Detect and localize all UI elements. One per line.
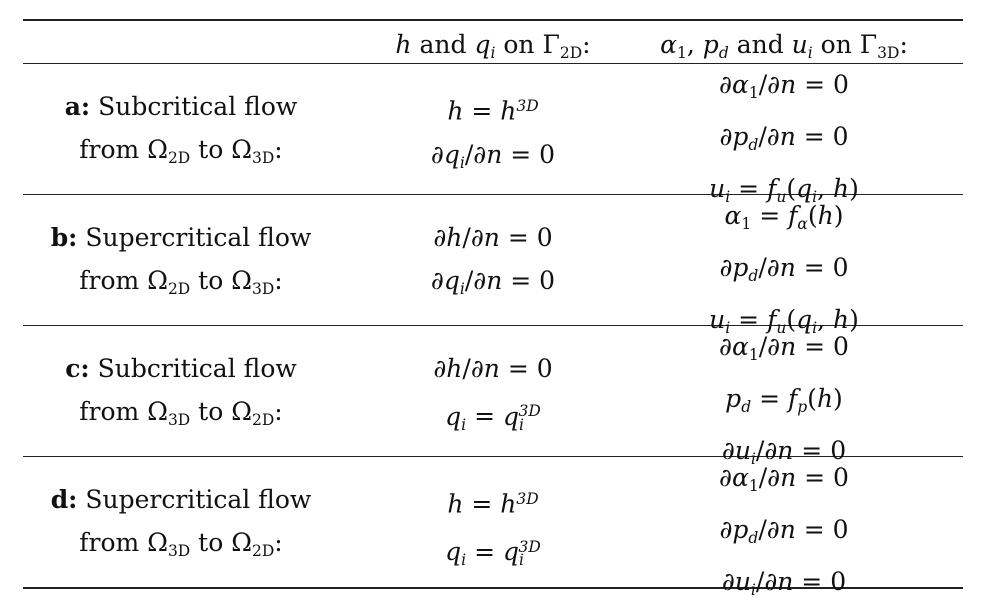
row-b-col3: α1 = fα(h) ∂pd/∂n = 0 ui = fu(qi, h) — [709, 201, 859, 337]
row-c-label: c: Subcritical flow from Ω3D to Ω2D: — [65, 354, 297, 429]
row-a-label: a: Subcritical flow from Ω2D to Ω3D: — [64, 92, 298, 167]
table-row-d: d: Supercritical flow from Ω3D to Ω2D: h… — [0, 456, 991, 599]
row-b-label: b: Supercritical flow from Ω2D to Ω3D: — [50, 223, 312, 298]
row-c-col3: ∂α1/∂n = 0 pd = fp(h) ∂ui/∂n = 0 — [719, 332, 849, 468]
row-c-col2: ∂h/∂n = 0 qi = qi3D — [433, 354, 553, 434]
row-separator-bc — [23, 325, 963, 327]
row-separator-cd — [23, 456, 963, 458]
header-rule — [23, 63, 963, 65]
table-bottom-rule — [23, 587, 963, 589]
table-row-b: b: Supercritical flow from Ω2D to Ω3D: ∂… — [0, 194, 991, 337]
row-d-label: d: Supercritical flow from Ω3D to Ω2D: — [50, 485, 312, 560]
row-separator-ab — [23, 194, 963, 196]
table-top-rule — [23, 19, 963, 21]
table-row-a: a: Subcritical flow from Ω2D to Ω3D: h =… — [0, 63, 991, 206]
row-a-col3: ∂α1/∂n = 0 ∂pd/∂n = 0 ui = fu(qi, h) — [709, 70, 859, 206]
table-row-c: c: Subcritical flow from Ω3D to Ω2D: ∂h/… — [0, 325, 991, 468]
header-col3: α1, pd and ui on Γ3D: — [660, 30, 908, 62]
row-b-col2: ∂h/∂n = 0 ∂qi/∂n = 0 — [430, 223, 556, 298]
row-d-col3: ∂α1/∂n = 0 ∂pd/∂n = 0 ∂ui/∂n = 0 — [719, 463, 849, 599]
row-a-col2: h = h3D ∂qi/∂n = 0 — [430, 96, 556, 172]
row-d-col2: h = h3D qi = qi3D — [445, 489, 541, 569]
header-col2: h and qi on Γ2D: — [395, 30, 591, 62]
